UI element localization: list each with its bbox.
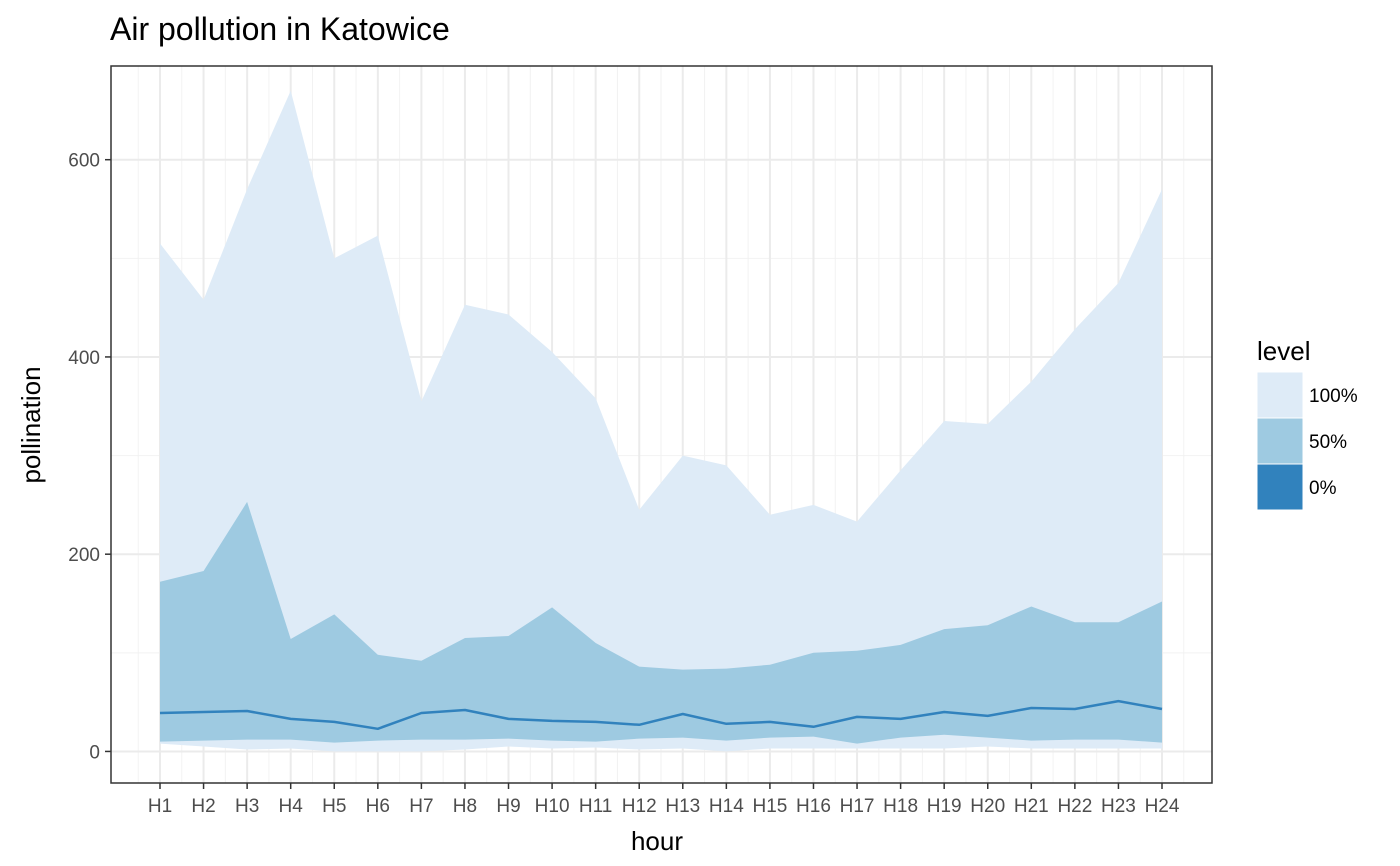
legend-key (1256, 417, 1304, 465)
x-tick-label: H1 (148, 796, 172, 817)
legend-key (1256, 463, 1304, 511)
x-tick-label: H24 (1145, 796, 1180, 817)
legend-label: 50% (1309, 432, 1347, 453)
plot-border (110, 65, 1213, 784)
x-tick-label: H9 (496, 796, 520, 817)
x-tick-label: H4 (279, 796, 304, 817)
legend: level 100% 50% 0% (1256, 336, 1358, 511)
x-axis: H1 H2 H3 H4 H5 H6 H7 H8 H9 H10 H11 H12 H13 H14 H15 H16 H… (148, 783, 1180, 817)
y-axis: 0 200 400 600 (68, 151, 111, 763)
y-tick-label: 400 (68, 348, 100, 369)
x-tick-label: H2 (191, 796, 215, 817)
x-tick-label: H19 (927, 796, 962, 817)
x-tick-label: H3 (235, 796, 259, 817)
x-tick-label: H23 (1101, 796, 1136, 817)
legend-label: 100% (1309, 386, 1358, 407)
x-tick-label: H5 (322, 796, 346, 817)
chart-title: Air pollution in Katowice (110, 11, 450, 47)
x-tick-label: H21 (1014, 796, 1049, 817)
x-tick-label: H13 (665, 796, 700, 817)
x-tick-label: H22 (1057, 796, 1092, 817)
x-tick-label: H8 (453, 796, 477, 817)
x-tick-label: H10 (535, 796, 570, 817)
x-tick-label: H7 (409, 796, 433, 817)
x-tick-label: H17 (840, 796, 875, 817)
legend-label: 0% (1309, 478, 1337, 499)
x-tick-label: H15 (752, 796, 787, 817)
x-tick-label: H14 (709, 796, 744, 817)
x-tick-label: H12 (622, 796, 657, 817)
series-lines (159, 699, 1163, 731)
y-tick-label: 600 (68, 151, 100, 172)
series-line-0pct (159, 699, 1163, 731)
x-tick-label: H20 (970, 796, 1005, 817)
y-axis-title: pollination (16, 366, 46, 483)
y-tick-label: 0 (89, 742, 100, 763)
x-tick-label: H18 (883, 796, 918, 817)
x-axis-title: hour (631, 826, 683, 856)
x-tick-label: H16 (796, 796, 831, 817)
x-tick-label: H6 (366, 796, 390, 817)
x-tick-label: H11 (579, 796, 612, 817)
area-bands (160, 90, 1162, 752)
y-tick-label: 200 (68, 545, 100, 566)
band-50pct (160, 501, 1162, 744)
legend-key (1256, 371, 1304, 419)
band-100pct (160, 90, 1162, 752)
legend-title: level (1257, 336, 1310, 366)
